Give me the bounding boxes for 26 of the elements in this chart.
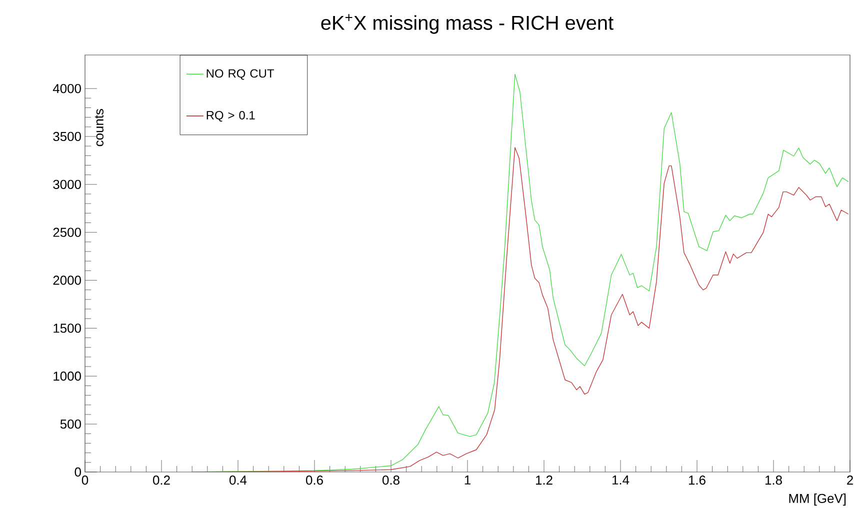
x-tick-label: 1.6: [688, 476, 706, 485]
legend-label: RQ > 0.1: [206, 111, 255, 122]
x-tick-label: 0.6: [306, 476, 323, 485]
y-tick-label: 500: [60, 419, 81, 429]
x-tick-label: 0: [82, 476, 88, 485]
x-tick-label: 1.8: [765, 476, 782, 485]
y-tick-label: 1500: [54, 324, 81, 333]
y-tick-label: 2500: [53, 228, 81, 237]
x-axis-title: MM [GeV]: [789, 494, 846, 506]
y-tick-label: 0: [74, 467, 81, 477]
legend-label: NO RQ CUT: [206, 69, 274, 80]
y-tick-label: 4000: [52, 84, 81, 94]
x-tick-label: 2: [847, 476, 853, 485]
y-tick-label: 1000: [54, 372, 81, 381]
y-tick-label: 2000: [53, 276, 81, 285]
x-tick-label: 0.8: [382, 476, 400, 485]
x-tick-label: 1.4: [612, 476, 630, 484]
x-tick-label: 0.4: [230, 476, 247, 485]
x-tick-label: 1.2: [536, 476, 552, 485]
line-series: [192, 147, 849, 472]
y-tick-label: 3500: [53, 132, 81, 142]
x-tick-label: 1: [464, 476, 470, 484]
y-tick-label: 3000: [53, 180, 81, 189]
x-tick-label: 0.2: [153, 476, 170, 485]
chart-title: eK$^{+}$X missing mass - RICH event: [321, 14, 614, 34]
y-axis-title: counts: [94, 108, 104, 146]
